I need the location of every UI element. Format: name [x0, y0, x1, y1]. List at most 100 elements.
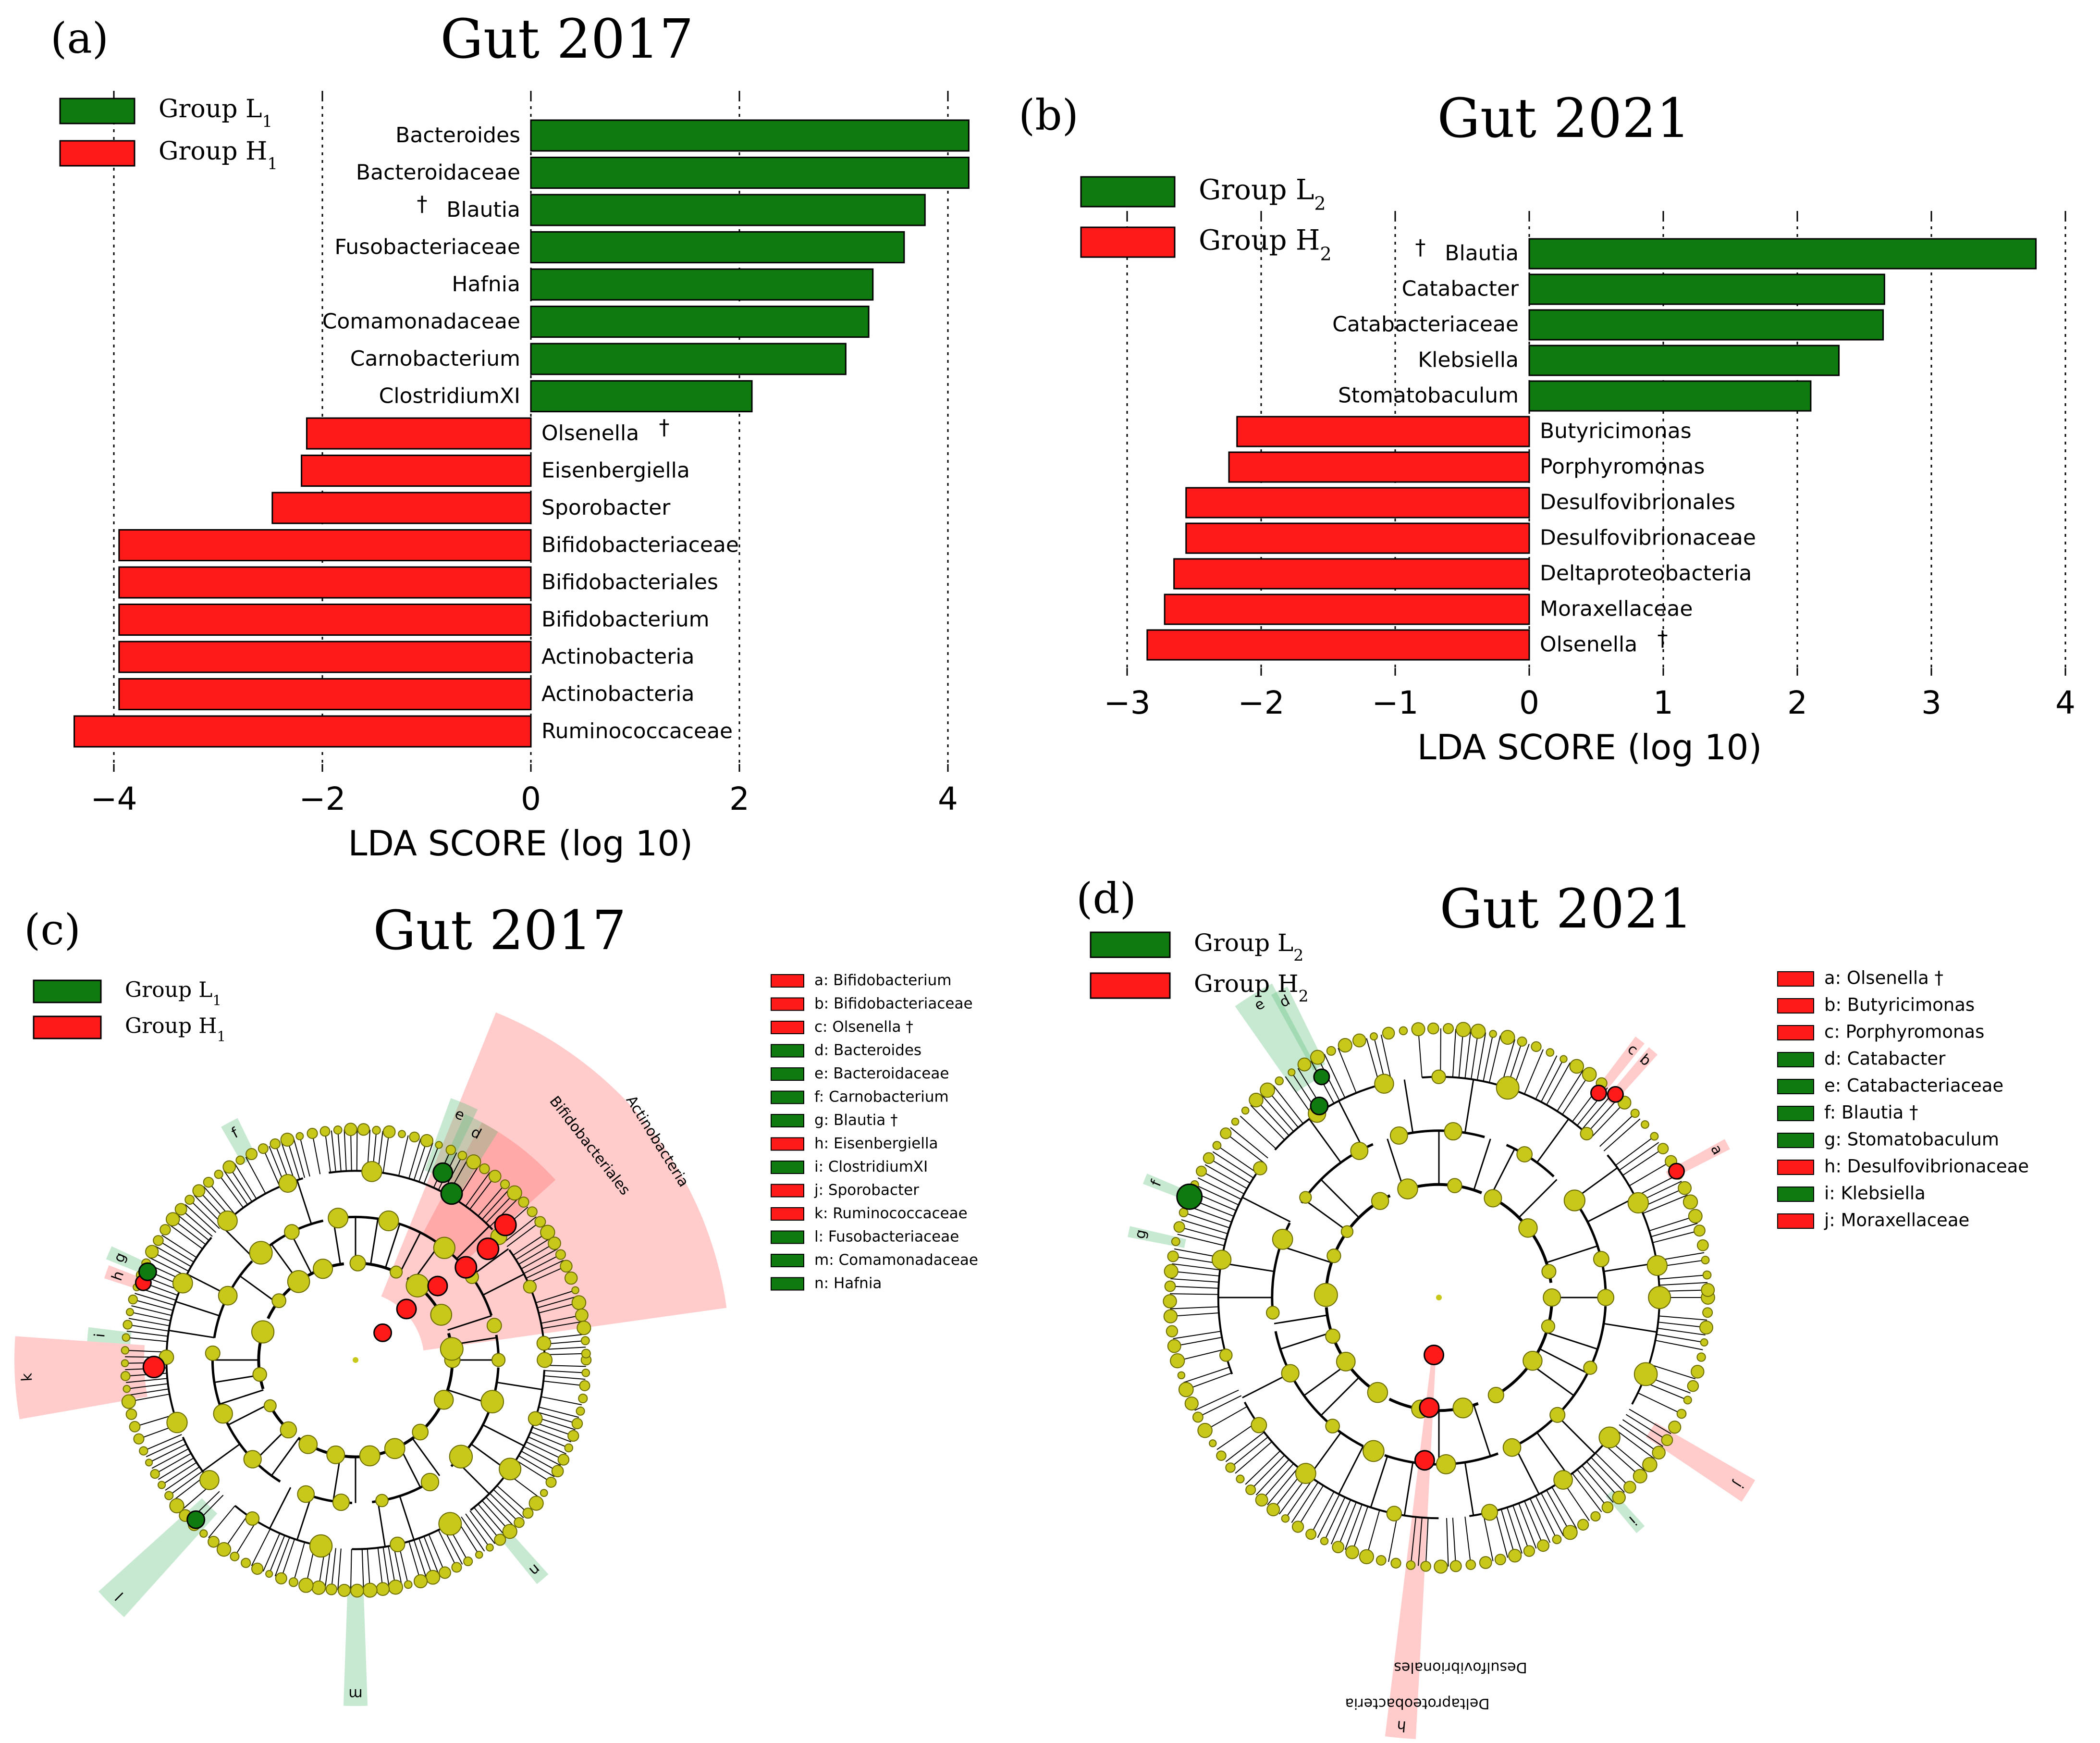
highlight-wedge	[98, 1498, 218, 1618]
node	[120, 1371, 131, 1381]
inner-branch	[377, 1501, 386, 1547]
node	[420, 1472, 440, 1492]
leaf-branch	[408, 1138, 421, 1179]
inner-branch	[482, 1424, 525, 1447]
node	[1449, 1560, 1462, 1572]
node	[1471, 1024, 1486, 1039]
node	[1281, 1364, 1300, 1383]
inner-branch	[296, 1496, 312, 1540]
leaf-branch	[1250, 1105, 1285, 1140]
bar	[118, 566, 532, 599]
node	[1465, 1559, 1476, 1570]
node	[184, 1195, 195, 1205]
leaf-branch	[126, 1378, 168, 1383]
node	[435, 1141, 443, 1149]
node	[166, 1411, 188, 1434]
node	[1646, 1255, 1668, 1276]
taxa-label: d: Catabacter	[1824, 1049, 1946, 1069]
leaf-branch	[398, 1135, 409, 1176]
legend-item-label: Group H1	[159, 137, 278, 173]
leaf-branch	[469, 1510, 496, 1544]
inner-branch	[447, 1315, 492, 1331]
inner-branch	[1320, 1377, 1360, 1416]
leaf-branch	[1170, 1278, 1219, 1283]
dagger-mark: †	[1658, 627, 1668, 651]
node	[1220, 1127, 1232, 1139]
node	[216, 1542, 232, 1557]
node	[1167, 1339, 1181, 1353]
taxa-label: n: Hafnia	[814, 1275, 882, 1292]
node	[1569, 1059, 1584, 1074]
node	[199, 1470, 220, 1490]
wedge-letter: h	[1396, 1717, 1407, 1735]
leaf-branch	[1177, 1349, 1225, 1361]
node	[1682, 1194, 1698, 1210]
leaf-branch	[438, 1530, 457, 1568]
node	[1688, 1209, 1703, 1224]
node	[150, 1469, 160, 1479]
taxa-label: l: Fusobacteriaceae	[814, 1228, 959, 1246]
bar-label: Bifidobacteriaceae	[541, 533, 739, 557]
leaf-branch	[1250, 1455, 1285, 1490]
leaf-branch	[1216, 1422, 1257, 1450]
node	[1612, 1490, 1626, 1505]
node	[398, 1130, 406, 1138]
node	[502, 1524, 517, 1539]
node	[362, 1582, 378, 1598]
node	[123, 1320, 133, 1330]
leaf-branch	[528, 1436, 566, 1455]
inner-branch	[1473, 1405, 1491, 1457]
node	[278, 1174, 297, 1193]
biomarker-node	[138, 1262, 157, 1281]
node	[548, 1236, 561, 1250]
leaf-branch	[1524, 1049, 1544, 1095]
bar	[118, 529, 532, 561]
bar	[530, 268, 874, 301]
bar-label: Sporobacter	[541, 495, 671, 520]
leaf-branch	[1572, 1473, 1602, 1512]
node	[252, 1367, 267, 1382]
node	[413, 1574, 428, 1589]
node	[420, 1134, 433, 1148]
node	[1249, 1092, 1264, 1108]
x-axis-label: LDA SCORE (log 10)	[348, 823, 693, 864]
leaf-branch	[234, 1520, 257, 1557]
leaf-branch	[1622, 1148, 1663, 1176]
leaf-branch	[537, 1411, 577, 1424]
bar-label: Olsenella	[1540, 632, 1637, 657]
node	[1523, 1545, 1535, 1557]
leaf-branch	[1267, 1089, 1299, 1128]
leaf-branch	[1194, 1389, 1239, 1411]
leaf-branch	[1619, 1424, 1659, 1453]
node	[1177, 1371, 1186, 1380]
leaf-branch	[526, 1260, 564, 1279]
leaf-branch	[1658, 1322, 1707, 1328]
node	[480, 1390, 504, 1414]
bar	[1228, 451, 1530, 483]
leaf-branch	[543, 1334, 585, 1340]
leaf-branch	[538, 1406, 579, 1418]
node	[1479, 1556, 1492, 1569]
node	[1397, 1178, 1418, 1199]
taxa-label: a: Bifidobacterium	[814, 972, 952, 989]
node	[1487, 1386, 1504, 1404]
leaf-branch	[133, 1299, 173, 1311]
leaf-branch	[1291, 1482, 1319, 1523]
node	[153, 1235, 164, 1246]
leaf-branch	[418, 1142, 433, 1182]
leaf-branch	[1649, 1363, 1696, 1380]
leaf-branch	[1634, 1174, 1679, 1197]
inner-branch	[1280, 1245, 1332, 1263]
biomarker-node	[186, 1510, 206, 1529]
node	[466, 1154, 481, 1170]
leaf-branch	[148, 1257, 186, 1276]
leaf-branch	[1418, 1517, 1423, 1566]
node	[1370, 1032, 1378, 1041]
leaf-branch	[413, 1540, 428, 1580]
leaf-branch	[131, 1305, 172, 1316]
node	[1288, 1068, 1296, 1076]
highlight-wedge	[343, 1585, 368, 1706]
inner-branch	[296, 1180, 312, 1224]
node	[350, 1583, 364, 1598]
leaf-branch	[155, 1453, 192, 1474]
